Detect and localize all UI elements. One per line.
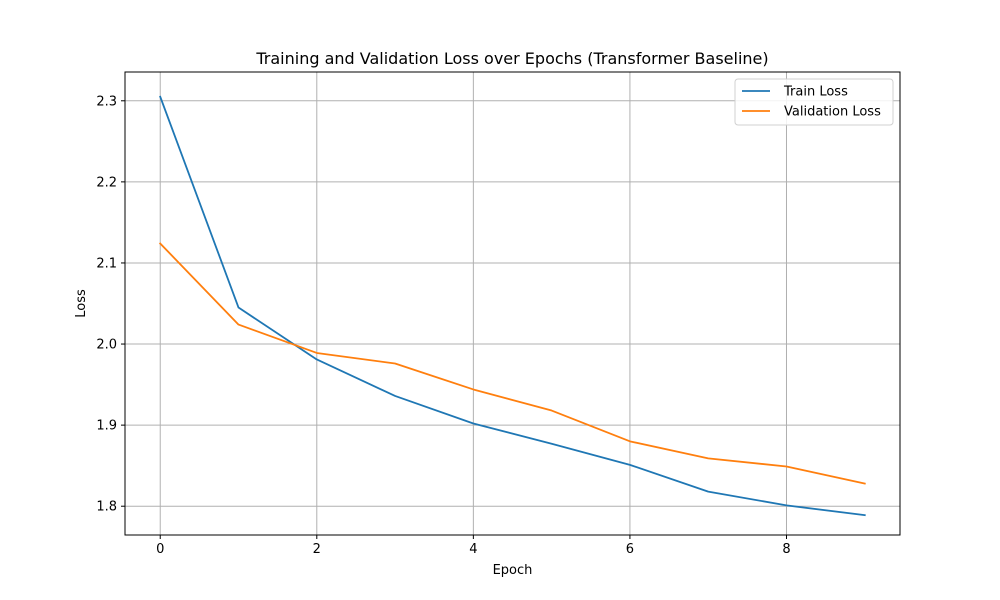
x-tick-label: 6 — [626, 542, 634, 557]
legend-label: Train Loss — [783, 85, 848, 100]
chart-title: Training and Validation Loss over Epochs… — [255, 49, 768, 68]
axis-ticks: 0 2 4 6 8 1.8 1.9 2.0 2.1 2.2 2.3 — [96, 94, 790, 557]
series-line-validation-loss — [158, 242, 866, 485]
x-tick-label: 0 — [156, 542, 164, 557]
y-tick-label: 1.8 — [96, 500, 117, 515]
y-tick-label: 2.2 — [96, 175, 117, 190]
y-tick-label: 2.1 — [96, 256, 117, 271]
legend: Train Loss Validation Loss — [734, 78, 894, 126]
series-lines — [158, 95, 866, 517]
y-tick-label: 2.3 — [96, 94, 117, 109]
x-tick-label: 8 — [782, 542, 790, 557]
y-tick-label: 2.0 — [96, 338, 117, 353]
y-axis-label: Loss — [74, 289, 89, 318]
series-line-train-loss — [159, 95, 866, 517]
x-tick-label: 2 — [313, 542, 321, 557]
legend-label: Validation Loss — [784, 105, 881, 120]
legend-box — [734, 78, 894, 126]
y-tick-label: 1.9 — [96, 419, 117, 434]
x-tick-label: 4 — [469, 542, 477, 557]
x-axis-label: Epoch — [493, 563, 533, 578]
plot-frame — [124, 71, 901, 536]
